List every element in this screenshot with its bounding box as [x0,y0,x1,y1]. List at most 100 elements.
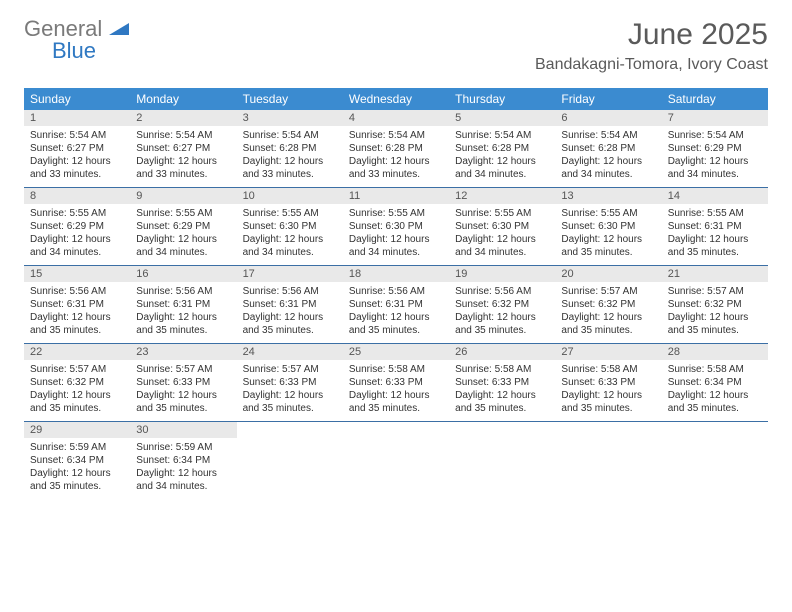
sunrise-text: Sunrise: 5:56 AM [349,285,443,298]
day-body: Sunrise: 5:55 AMSunset: 6:29 PMDaylight:… [24,204,130,265]
sunrise-text: Sunrise: 5:58 AM [455,363,549,376]
day-body: Sunrise: 5:56 AMSunset: 6:31 PMDaylight:… [24,282,130,343]
sunrise-text: Sunrise: 5:54 AM [243,129,337,142]
daylight-text: Daylight: 12 hours and 35 minutes. [349,389,443,415]
day-number: 15 [24,266,130,282]
sunrise-text: Sunrise: 5:55 AM [30,207,124,220]
daylight-text: Daylight: 12 hours and 35 minutes. [668,389,762,415]
day-body: Sunrise: 5:54 AMSunset: 6:28 PMDaylight:… [449,126,555,187]
day-body: Sunrise: 5:55 AMSunset: 6:30 PMDaylight:… [449,204,555,265]
sunset-text: Sunset: 6:29 PM [30,220,124,233]
day-cell [343,422,449,499]
sunrise-text: Sunrise: 5:57 AM [243,363,337,376]
day-number: 18 [343,266,449,282]
day-cell: 7Sunrise: 5:54 AMSunset: 6:29 PMDaylight… [662,110,768,187]
day-cell: 16Sunrise: 5:56 AMSunset: 6:31 PMDayligh… [130,266,236,343]
sunrise-text: Sunrise: 5:57 AM [30,363,124,376]
sunset-text: Sunset: 6:29 PM [668,142,762,155]
sunset-text: Sunset: 6:34 PM [30,454,124,467]
day-number: 10 [237,188,343,204]
sunrise-text: Sunrise: 5:56 AM [30,285,124,298]
daylight-text: Daylight: 12 hours and 35 minutes. [455,311,549,337]
week-row: 15Sunrise: 5:56 AMSunset: 6:31 PMDayligh… [24,266,768,344]
day-body: Sunrise: 5:56 AMSunset: 6:31 PMDaylight:… [130,282,236,343]
sunrise-text: Sunrise: 5:58 AM [561,363,655,376]
sunset-text: Sunset: 6:28 PM [561,142,655,155]
daylight-text: Daylight: 12 hours and 34 minutes. [136,467,230,493]
day-body-empty [237,438,343,494]
day-number: 8 [24,188,130,204]
day-number: 25 [343,344,449,360]
day-body: Sunrise: 5:56 AMSunset: 6:31 PMDaylight:… [237,282,343,343]
logo-blue-text: Blue [52,40,129,62]
daylight-text: Daylight: 12 hours and 35 minutes. [668,233,762,259]
day-body: Sunrise: 5:57 AMSunset: 6:32 PMDaylight:… [555,282,661,343]
sunrise-text: Sunrise: 5:59 AM [30,441,124,454]
sunrise-text: Sunrise: 5:55 AM [561,207,655,220]
sunrise-text: Sunrise: 5:59 AM [136,441,230,454]
day-body: Sunrise: 5:58 AMSunset: 6:33 PMDaylight:… [449,360,555,421]
day-cell: 13Sunrise: 5:55 AMSunset: 6:30 PMDayligh… [555,188,661,265]
sunset-text: Sunset: 6:31 PM [136,298,230,311]
title-block: June 2025 Bandakagni-Tomora, Ivory Coast [535,18,768,74]
day-body: Sunrise: 5:56 AMSunset: 6:32 PMDaylight:… [449,282,555,343]
day-cell: 21Sunrise: 5:57 AMSunset: 6:32 PMDayligh… [662,266,768,343]
day-cell: 15Sunrise: 5:56 AMSunset: 6:31 PMDayligh… [24,266,130,343]
sunrise-text: Sunrise: 5:58 AM [349,363,443,376]
day-body: Sunrise: 5:59 AMSunset: 6:34 PMDaylight:… [24,438,130,499]
day-cell: 22Sunrise: 5:57 AMSunset: 6:32 PMDayligh… [24,344,130,421]
daylight-text: Daylight: 12 hours and 34 minutes. [668,155,762,181]
day-header-wed: Wednesday [343,88,449,110]
header: General Blue June 2025 Bandakagni-Tomora… [24,18,768,74]
day-header-thu: Thursday [449,88,555,110]
day-body: Sunrise: 5:55 AMSunset: 6:30 PMDaylight:… [555,204,661,265]
sunset-text: Sunset: 6:34 PM [136,454,230,467]
sunrise-text: Sunrise: 5:54 AM [668,129,762,142]
day-number: 4 [343,110,449,126]
day-number: 21 [662,266,768,282]
day-number: 17 [237,266,343,282]
day-cell: 19Sunrise: 5:56 AMSunset: 6:32 PMDayligh… [449,266,555,343]
sunset-text: Sunset: 6:28 PM [349,142,443,155]
calendar: Sunday Monday Tuesday Wednesday Thursday… [24,88,768,499]
day-number: 16 [130,266,236,282]
day-cell [662,422,768,499]
daylight-text: Daylight: 12 hours and 35 minutes. [30,311,124,337]
day-body: Sunrise: 5:54 AMSunset: 6:27 PMDaylight:… [24,126,130,187]
logo-triangle-icon [109,21,129,42]
sunset-text: Sunset: 6:30 PM [243,220,337,233]
day-number: 27 [555,344,661,360]
day-header-mon: Monday [130,88,236,110]
day-cell [237,422,343,499]
logo-general-text: General [24,16,102,41]
sunset-text: Sunset: 6:34 PM [668,376,762,389]
day-cell: 4Sunrise: 5:54 AMSunset: 6:28 PMDaylight… [343,110,449,187]
daylight-text: Daylight: 12 hours and 34 minutes. [455,233,549,259]
daylight-text: Daylight: 12 hours and 34 minutes. [30,233,124,259]
day-cell: 26Sunrise: 5:58 AMSunset: 6:33 PMDayligh… [449,344,555,421]
day-body: Sunrise: 5:57 AMSunset: 6:33 PMDaylight:… [130,360,236,421]
sunrise-text: Sunrise: 5:55 AM [349,207,443,220]
sunset-text: Sunset: 6:32 PM [30,376,124,389]
daylight-text: Daylight: 12 hours and 34 minutes. [349,233,443,259]
day-body: Sunrise: 5:55 AMSunset: 6:31 PMDaylight:… [662,204,768,265]
sunrise-text: Sunrise: 5:57 AM [668,285,762,298]
day-number: 26 [449,344,555,360]
day-body-empty [449,438,555,494]
daylight-text: Daylight: 12 hours and 34 minutes. [561,155,655,181]
day-body: Sunrise: 5:54 AMSunset: 6:27 PMDaylight:… [130,126,236,187]
weeks-container: 1Sunrise: 5:54 AMSunset: 6:27 PMDaylight… [24,110,768,499]
sunrise-text: Sunrise: 5:56 AM [243,285,337,298]
daylight-text: Daylight: 12 hours and 35 minutes. [561,233,655,259]
sunrise-text: Sunrise: 5:54 AM [136,129,230,142]
day-cell: 29Sunrise: 5:59 AMSunset: 6:34 PMDayligh… [24,422,130,499]
day-header-tue: Tuesday [237,88,343,110]
daylight-text: Daylight: 12 hours and 34 minutes. [455,155,549,181]
day-cell: 10Sunrise: 5:55 AMSunset: 6:30 PMDayligh… [237,188,343,265]
daylight-text: Daylight: 12 hours and 33 minutes. [136,155,230,181]
day-number: 14 [662,188,768,204]
daylight-text: Daylight: 12 hours and 34 minutes. [136,233,230,259]
day-number: 12 [449,188,555,204]
sunset-text: Sunset: 6:32 PM [561,298,655,311]
day-cell: 25Sunrise: 5:58 AMSunset: 6:33 PMDayligh… [343,344,449,421]
